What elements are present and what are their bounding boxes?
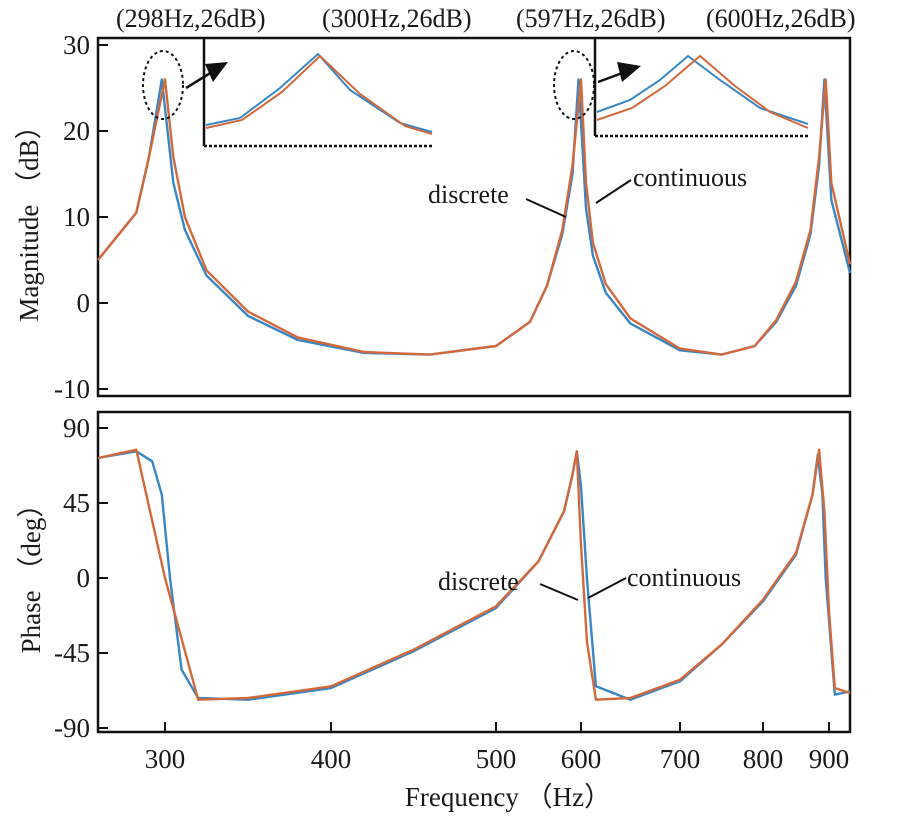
- magnitude-discrete-line: [97, 78, 852, 356]
- y-tick-label: -45: [54, 638, 90, 668]
- phase-panel: 90 45 0 -45 -90 300 400 500 600 700 800 900 discre…: [16, 410, 852, 812]
- x-tick-label: 500: [476, 744, 517, 774]
- zoom-ellipse-600: [553, 50, 595, 120]
- y-tick-label: 90: [63, 413, 90, 443]
- zoom-arrowhead-600: [617, 62, 641, 82]
- magnitude-y-ticks: 30 20 10 0 -10: [54, 30, 108, 404]
- y-tick-label: -90: [54, 713, 90, 743]
- y-tick-label: 20: [63, 116, 90, 146]
- phase-label-continuous: continuous: [627, 563, 741, 592]
- x-tick-label: 900: [809, 744, 850, 774]
- x-tick-label: 600: [561, 744, 602, 774]
- x-tick-label: 800: [743, 744, 784, 774]
- phase-label-discrete-leader: [539, 583, 579, 601]
- x-tick-label: 700: [660, 744, 701, 774]
- phase-continuous-line: [97, 448, 851, 701]
- x-tick-label: 300: [145, 744, 186, 774]
- zoom-ellipse-300: [142, 50, 184, 120]
- y-tick-label: 45: [63, 488, 90, 518]
- y-tick-label: 0: [77, 563, 91, 593]
- phase-label-continuous-leader: [587, 577, 627, 599]
- phase-label-discrete: discrete: [438, 567, 519, 596]
- zoom-arrowhead-300: [205, 62, 228, 82]
- inset-600-continuous-line: [596, 54, 809, 129]
- peak-annotation-597: (597Hz,26dB): [516, 4, 665, 33]
- zoom-arrow-300: [185, 70, 213, 90]
- phase-y-ticks: 90 45 0 -45 -90: [54, 413, 108, 743]
- phase-plot-frame: [96, 410, 852, 734]
- x-tick-label: 400: [311, 744, 352, 774]
- peak-annotation-300: (300Hz,26dB): [322, 4, 471, 33]
- y-tick-label: -10: [54, 374, 90, 404]
- inset-300-continuous-line: [205, 54, 433, 135]
- phase-series: [97, 448, 851, 701]
- peak-annotation-600: (600Hz,26dB): [706, 4, 855, 33]
- mag-label-continuous: continuous: [633, 163, 747, 192]
- phase-x-ticks: 300 400 500 600 700 800 900: [145, 722, 850, 774]
- phase-y-axis-label: Phase （deg）: [16, 491, 46, 654]
- magnitude-y-axis-label: Magnitude （dB）: [14, 112, 44, 321]
- zoom-inset-600: [593, 38, 810, 138]
- y-tick-label: 10: [63, 202, 90, 232]
- zoom-inset-300: [202, 38, 433, 148]
- magnitude-series: [97, 78, 852, 356]
- peak-annotation-298: (298Hz,26dB): [116, 4, 265, 33]
- y-tick-label: 0: [77, 288, 91, 318]
- magnitude-continuous-line: [97, 78, 852, 356]
- y-tick-label: 30: [63, 30, 90, 60]
- frequency-x-axis-label: Frequency （Hz）: [405, 782, 611, 812]
- inset-600-discrete-line: [596, 54, 809, 125]
- mag-label-continuous-leader: [595, 179, 632, 204]
- mag-label-discrete-leader: [525, 198, 567, 218]
- mag-label-discrete: discrete: [428, 180, 509, 209]
- magnitude-panel: 30 20 10 0 -10 (298Hz,26dB) (300Hz,26dB) (59…: [14, 4, 855, 404]
